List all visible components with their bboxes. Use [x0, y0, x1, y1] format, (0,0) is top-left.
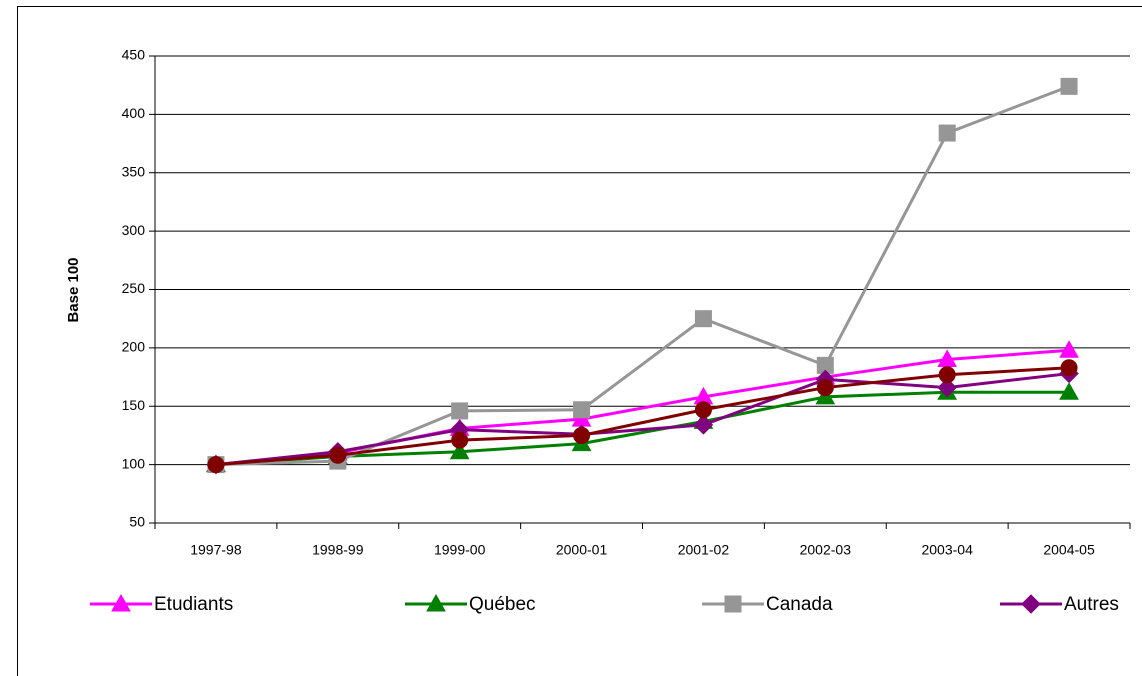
y-tick-label: 450 — [122, 47, 146, 63]
data-point — [1060, 77, 1078, 95]
x-tick-label: 2002-03 — [800, 542, 852, 558]
data-point — [693, 415, 714, 435]
data-point — [1060, 359, 1078, 377]
x-tick-label: 1998-99 — [312, 542, 364, 558]
x-tick-label: 2003-04 — [921, 542, 973, 558]
series-line — [215, 366, 1070, 467]
data-point — [816, 379, 834, 397]
data-point — [573, 401, 591, 419]
y-tick-label: 50 — [129, 514, 145, 530]
data-point — [938, 124, 956, 142]
y-tick-label: 250 — [122, 280, 146, 296]
data-point — [451, 431, 469, 449]
legend-marker — [1021, 594, 1041, 614]
y-axis-label: Base 100 — [65, 257, 82, 322]
legend-marker — [111, 593, 131, 612]
data-point — [1059, 382, 1079, 400]
legend-marker — [426, 593, 446, 612]
data-point — [451, 402, 469, 420]
data-point — [937, 377, 957, 398]
series-line — [215, 372, 1070, 467]
y-tick-label: 400 — [122, 105, 146, 121]
chart-frame — [17, 6, 1142, 676]
y-tick-label: 200 — [122, 339, 146, 355]
legend-label: Québec — [469, 594, 536, 615]
legend-label: Canada — [766, 594, 833, 615]
data-point — [329, 446, 347, 464]
y-tick-label: 350 — [122, 163, 146, 179]
data-point — [449, 441, 470, 460]
data-point — [694, 401, 712, 419]
x-tick-label: 2001-02 — [678, 542, 730, 558]
data-point — [1059, 340, 1079, 358]
legend-label: Etudiants — [154, 594, 233, 615]
x-tick-label: 2004-05 — [1043, 542, 1095, 558]
data-point — [694, 310, 712, 328]
data-point — [938, 366, 956, 384]
legend-marker — [724, 595, 742, 613]
data-point — [207, 456, 225, 474]
data-point — [573, 426, 591, 444]
x-tick-label: 1999-00 — [434, 542, 486, 558]
series-line — [215, 390, 1070, 467]
y-tick-label: 300 — [122, 222, 146, 238]
legend-label: Autres — [1064, 594, 1119, 615]
x-tick-label: 1997-98 — [190, 542, 242, 558]
y-tick-label: 100 — [122, 455, 146, 471]
y-tick-label: 150 — [122, 397, 146, 413]
x-tick-label: 2000-01 — [556, 542, 608, 558]
